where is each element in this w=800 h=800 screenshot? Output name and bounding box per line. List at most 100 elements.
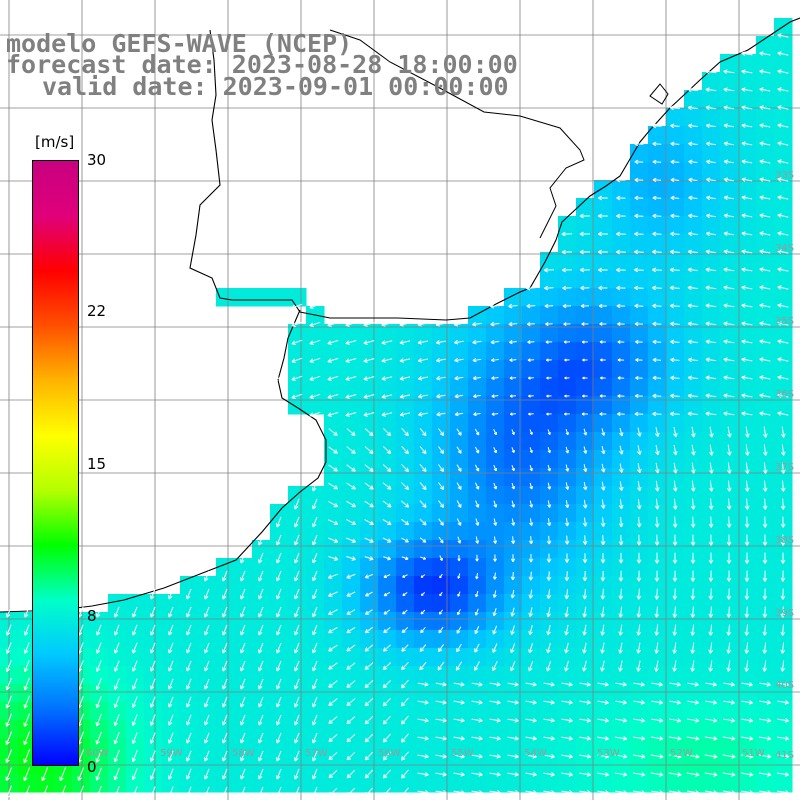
wind-arrow	[672, 606, 678, 618]
wind-arrow	[113, 678, 120, 690]
field-cell	[738, 252, 757, 271]
coastline-path	[189, 17, 800, 321]
field-cell	[522, 504, 541, 523]
field-cell	[378, 522, 397, 541]
wind-arrow	[708, 444, 714, 456]
field-cell	[504, 576, 523, 595]
wind-arrow	[327, 339, 339, 345]
field-cell	[648, 378, 667, 397]
field-cell	[576, 774, 595, 793]
wind-arrow	[654, 660, 659, 672]
field-cell	[630, 432, 649, 451]
field-cell	[396, 432, 415, 451]
wind-arrow	[529, 465, 533, 472]
field-cell	[540, 612, 559, 631]
field-cell	[774, 306, 793, 325]
field-cell	[72, 774, 91, 793]
field-cell	[684, 126, 703, 145]
field-cell	[648, 180, 667, 199]
wind-arrow	[492, 643, 498, 653]
field-cell	[414, 720, 433, 739]
wind-arrow	[276, 516, 282, 528]
wind-arrow	[294, 498, 300, 510]
field-cell	[666, 738, 685, 757]
field-cell	[720, 414, 739, 433]
wind-arrow	[131, 750, 138, 763]
field-cell	[738, 126, 757, 145]
field-cell	[540, 576, 559, 595]
wind-arrow	[723, 141, 735, 147]
wind-arrow	[670, 195, 680, 201]
wind-arrow	[493, 482, 498, 490]
wind-arrow	[167, 696, 174, 708]
field-cell	[288, 558, 307, 577]
field-cell	[594, 486, 613, 505]
lat-label: 40S	[775, 680, 795, 691]
wind-arrow	[471, 754, 483, 759]
field-cell	[486, 558, 505, 577]
field-cell	[738, 144, 757, 163]
wind-arrow	[5, 606, 12, 618]
wind-arrow	[417, 358, 429, 363]
wind-arrow	[600, 588, 606, 600]
field-cell	[162, 630, 181, 649]
wind-arrow	[744, 552, 750, 564]
wind-arrow	[564, 394, 570, 398]
field-cell	[666, 396, 685, 415]
wind-arrow	[780, 444, 786, 456]
wind-arrow	[511, 482, 515, 490]
field-cell	[432, 504, 451, 523]
field-cell	[414, 576, 433, 595]
lat-label: 33S	[775, 170, 795, 181]
field-cell	[558, 378, 577, 397]
wind-arrow	[345, 358, 357, 363]
wind-arrow	[475, 536, 480, 544]
field-cell	[522, 432, 541, 451]
wind-arrow	[328, 644, 338, 652]
wind-arrow	[669, 105, 680, 111]
field-cell	[270, 504, 289, 523]
wind-arrow	[759, 267, 771, 272]
field-cell	[738, 234, 757, 253]
wind-arrow	[655, 445, 660, 456]
field-cell	[756, 36, 775, 55]
wind-arrow	[363, 340, 375, 345]
wind-arrow	[475, 518, 480, 526]
field-cell	[360, 576, 379, 595]
wind-arrow	[203, 786, 210, 798]
field-cell	[630, 270, 649, 289]
wind-arrow	[669, 249, 680, 255]
wind-arrow	[185, 750, 192, 762]
wind-arrow	[762, 642, 768, 654]
wind-arrow	[564, 517, 570, 527]
field-cell	[342, 414, 361, 433]
field-cell	[324, 486, 343, 505]
wind-arrow	[240, 678, 246, 690]
wind-arrow	[474, 608, 479, 616]
field-cell	[522, 630, 541, 649]
wind-arrow	[400, 679, 409, 689]
wind-arrow	[546, 535, 552, 545]
wind-arrow	[777, 357, 789, 362]
field-cell	[360, 648, 379, 667]
field-cell	[648, 306, 667, 325]
field-cell	[360, 522, 379, 541]
field-cell	[342, 378, 361, 397]
wind-arrow	[273, 375, 285, 381]
wind-arrow	[636, 660, 641, 672]
field-cell	[252, 630, 271, 649]
field-cell	[756, 270, 775, 289]
wind-arrow	[580, 303, 589, 309]
field-cell	[576, 288, 595, 307]
field-cell	[630, 306, 649, 325]
field-cell	[486, 414, 505, 433]
field-cell	[774, 648, 793, 667]
wind-arrow	[562, 303, 572, 309]
wind-arrow	[327, 411, 339, 417]
wind-arrow	[456, 482, 462, 490]
field-cell	[144, 612, 163, 631]
wind-arrow	[77, 767, 85, 781]
wind-arrow	[708, 498, 714, 510]
field-cell	[306, 486, 325, 505]
